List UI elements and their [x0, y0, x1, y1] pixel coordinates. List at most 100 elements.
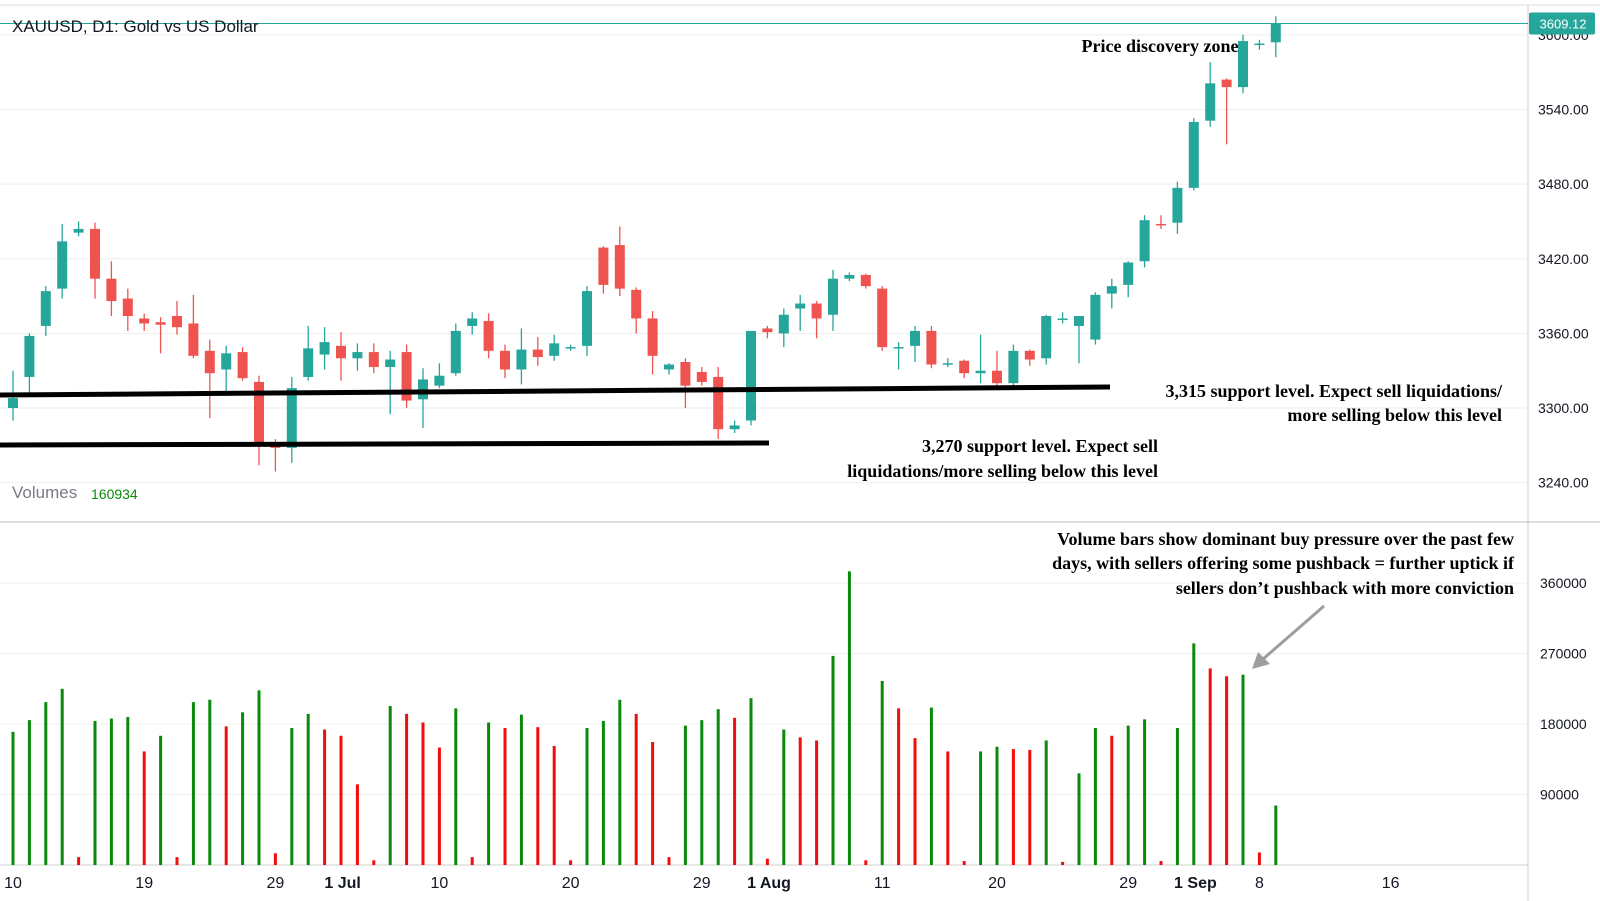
- candle-body: [450, 330, 461, 374]
- candle: [647, 311, 658, 375]
- time-tick-label: 8: [1255, 875, 1264, 892]
- candle-body: [106, 278, 117, 302]
- candle-body: [1057, 318, 1068, 320]
- candle-body: [155, 322, 166, 325]
- candle: [910, 325, 920, 363]
- volume-bar: [864, 860, 868, 865]
- volume-bar: [749, 698, 753, 865]
- volume-grid: [0, 582, 1528, 796]
- candle-body: [1041, 315, 1052, 359]
- price-tick-label: 3540.00: [1538, 101, 1589, 117]
- candle-body: [1074, 315, 1084, 326]
- volume-bar: [241, 712, 245, 865]
- time-tick-label: 1 Jul: [324, 875, 360, 892]
- candle: [598, 246, 609, 294]
- candle: [696, 366, 707, 386]
- volume-bar: [175, 857, 179, 865]
- candle: [139, 313, 150, 331]
- candle-body: [188, 323, 199, 356]
- volume-bar: [1192, 643, 1196, 865]
- time-tick-label: 20: [988, 875, 1006, 892]
- volume-bar: [224, 726, 228, 865]
- candle-body: [828, 278, 838, 315]
- time-tick-label: 10: [431, 875, 449, 892]
- time-tick-label: 1 Sep: [1174, 875, 1217, 892]
- candle-body: [1221, 79, 1232, 88]
- candle-body: [40, 291, 51, 326]
- candle: [778, 308, 789, 348]
- volume-bar: [355, 784, 359, 865]
- volume-bar: [651, 742, 655, 865]
- candle-body: [467, 318, 478, 326]
- volume-bar: [765, 858, 769, 865]
- candle-body: [303, 348, 314, 377]
- candle: [1041, 314, 1052, 365]
- candle: [385, 350, 396, 415]
- candle: [483, 313, 494, 359]
- volume-bar: [995, 746, 999, 865]
- candle: [1221, 78, 1232, 145]
- volume-bar: [667, 857, 671, 865]
- volume-bar: [1110, 735, 1114, 865]
- volume-bar: [470, 857, 474, 865]
- volume-bar: [11, 731, 15, 865]
- volume-annotation-line2: days, with sellers offering some pushbac…: [1052, 553, 1515, 573]
- volume-bar: [290, 727, 294, 865]
- candle-body: [73, 228, 84, 233]
- price-axis: 3600.003540.003480.003420.003360.003300.…: [1538, 27, 1589, 491]
- candle: [40, 286, 51, 336]
- volume-bar: [683, 725, 687, 865]
- candle: [418, 368, 428, 428]
- volume-bar: [1208, 668, 1212, 865]
- candle-body: [762, 328, 773, 333]
- candle: [1090, 292, 1101, 345]
- candle: [582, 286, 592, 356]
- candle-body: [1123, 262, 1134, 285]
- candle-body: [1106, 286, 1117, 294]
- candle: [1238, 34, 1248, 94]
- candle-body: [1172, 187, 1183, 223]
- candle-body: [352, 352, 363, 359]
- volume-bar: [1143, 719, 1147, 865]
- support-line-3270: [0, 440, 770, 448]
- candle: [1106, 278, 1117, 309]
- support-line-3315: [0, 384, 1111, 398]
- volume-bar: [929, 707, 933, 865]
- price-tick-label: 3360.00: [1538, 325, 1589, 341]
- price-tick-label: 3420.00: [1538, 251, 1589, 267]
- candle-body: [549, 343, 560, 356]
- candle-body: [680, 362, 691, 386]
- arrow-shaft: [1261, 604, 1325, 662]
- candle: [500, 344, 510, 379]
- candle: [122, 288, 133, 331]
- volume-bar: [962, 861, 966, 865]
- volume-bar: [1241, 674, 1245, 865]
- candle: [24, 333, 35, 394]
- candle-body: [24, 335, 35, 377]
- chart-title: XAUUSD, D1: Gold vs US Dollar: [12, 17, 259, 36]
- support-3315-annotation-line1: 3,315 support level. Expect sell liquida…: [1165, 381, 1503, 401]
- volume-bar: [798, 737, 802, 865]
- volume-annotation-line3: sellers don’t pushback with more convict…: [1176, 578, 1514, 598]
- volume-bar: [897, 708, 901, 865]
- candle: [90, 222, 100, 299]
- support-3270-annotation-line1: 3,270 support level. Expect sell: [922, 436, 1158, 456]
- candle: [729, 420, 740, 433]
- candle: [1024, 349, 1035, 366]
- candle-body: [139, 318, 150, 324]
- candle: [992, 350, 1002, 390]
- candle: [1172, 181, 1183, 234]
- volume-bar: [339, 735, 343, 865]
- volume-bar: [257, 690, 261, 865]
- volume-bar: [700, 720, 704, 865]
- volume-bar: [454, 708, 458, 865]
- volume-bar: [847, 571, 851, 865]
- volume-bar: [388, 706, 392, 865]
- candle-body: [582, 291, 592, 346]
- candle-body: [254, 381, 264, 443]
- time-tick-label: 29: [693, 875, 711, 892]
- candle: [1074, 315, 1084, 364]
- candle: [1254, 39, 1265, 50]
- volume-bar: [44, 702, 48, 865]
- price-grid: [0, 34, 1528, 484]
